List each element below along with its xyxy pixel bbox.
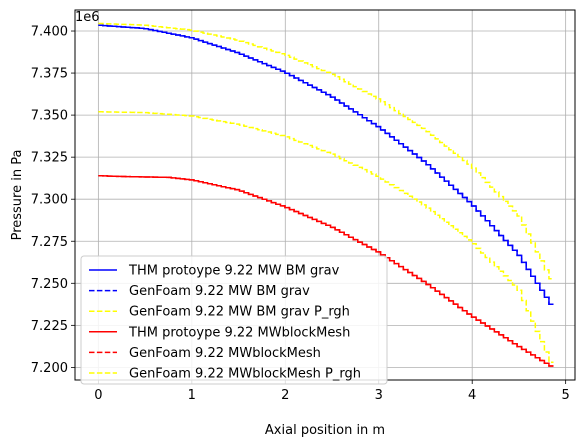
legend-label: THM protoype 9.22 MW BM grav xyxy=(128,264,340,279)
y-tick-label: 7.375 xyxy=(31,67,68,82)
y-tick-label: 7.325 xyxy=(31,151,68,166)
x-tick-label: 5 xyxy=(562,388,570,403)
legend-label: THM protoype 9.22 MWblockMesh xyxy=(128,325,350,340)
legend-label: GenFoam 9.22 MW BM grav P_rgh xyxy=(129,305,350,320)
x-tick-label: 4 xyxy=(468,388,476,403)
series-line-genfoam-9-22-mw-bm-grav xyxy=(98,24,554,305)
y-tick-label: 7.225 xyxy=(31,319,68,334)
y-tick-label: 7.275 xyxy=(31,235,68,250)
y-tick-label: 7.250 xyxy=(31,277,68,292)
legend-label: GenFoam 9.22 MWblockMesh P_rgh xyxy=(129,367,361,382)
y-offset-label: 1e6 xyxy=(75,10,100,25)
axis-ticks: 0 1 2 3 4 5 7.200 7.225 7.250 7.275 7.300 7.325 7.35… xyxy=(31,25,570,403)
legend-box xyxy=(80,255,388,385)
x-tick-label: 2 xyxy=(281,388,289,403)
x-tick-label: 1 xyxy=(188,388,196,403)
x-axis-label: Axial position in m xyxy=(265,423,385,438)
legend-label: GenFoam 9.22 MW BM grav xyxy=(129,284,310,299)
series-line-genfoam-9-22-mw-bm-grav-p-rgh xyxy=(98,22,554,280)
legend-label: GenFoam 9.22 MWblockMesh xyxy=(129,346,321,361)
x-tick-label: 3 xyxy=(375,388,383,403)
legend: THM protoype 9.22 MW BM grav GenFoam 9.22… xyxy=(80,255,388,385)
x-tick-label: 0 xyxy=(94,388,102,403)
y-tick-label: 7.300 xyxy=(31,193,68,208)
y-axis-label: Pressure in Pa xyxy=(10,150,25,241)
series-line-genfoam-9-22-mwblockmesh xyxy=(98,174,554,367)
series-group xyxy=(98,22,554,367)
series-line-genfoam-9-22-mwblockmesh-p-rgh xyxy=(98,111,554,363)
y-tick-label: 7.350 xyxy=(31,109,68,124)
y-tick-label: 7.200 xyxy=(31,361,68,376)
y-tick-label: 7.400 xyxy=(31,25,68,40)
